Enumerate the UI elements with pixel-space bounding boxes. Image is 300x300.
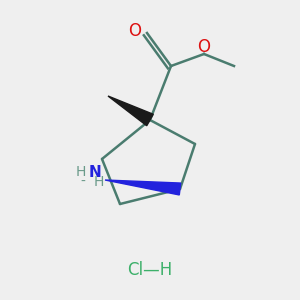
Text: H: H [94, 176, 104, 189]
Text: H: H [76, 166, 86, 179]
Text: -: - [80, 175, 85, 188]
Text: Cl—H: Cl—H [128, 261, 172, 279]
Text: N: N [88, 165, 101, 180]
Polygon shape [105, 180, 181, 195]
Text: O: O [128, 22, 142, 40]
Polygon shape [108, 96, 153, 126]
Text: O: O [197, 38, 211, 56]
